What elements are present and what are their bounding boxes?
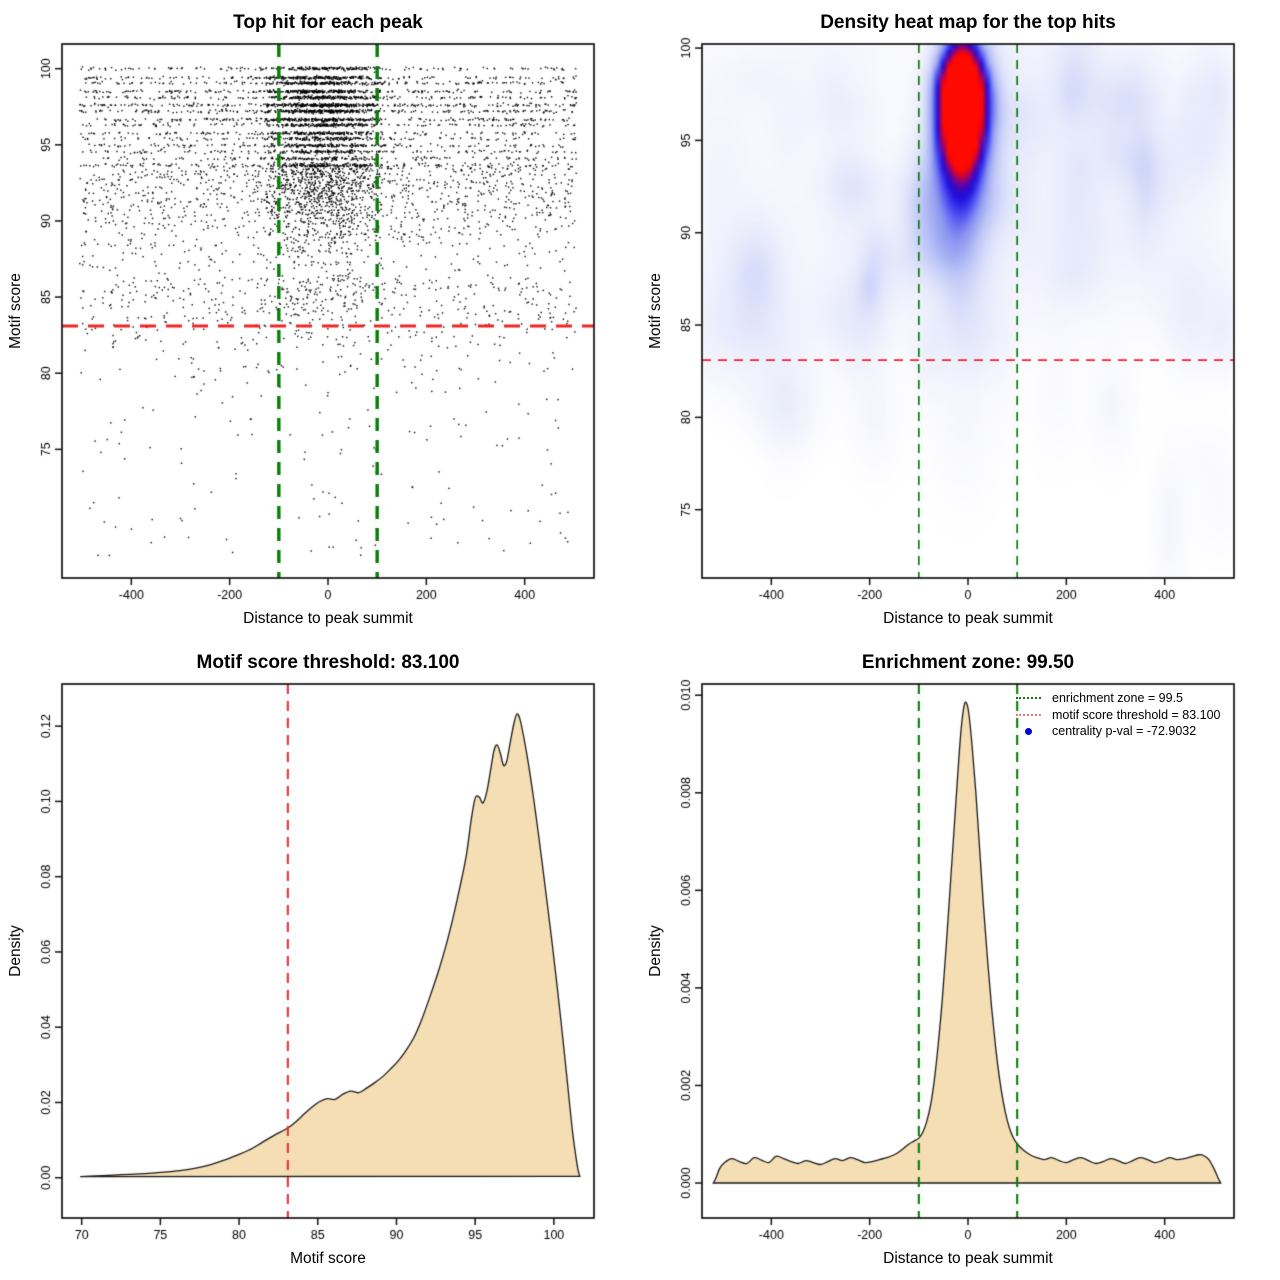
panel-score-density: Motif score threshold: 83.100 Motif scor… [0,640,640,1280]
legend-label-score-threshold: motif score threshold = 83.100 [1052,707,1221,722]
score-density-xlabel: Motif score [290,1250,366,1267]
scatter-ylabel: Motif score [7,273,24,349]
legend-item-centrality-pval: centrality p-val = -72.9032 [1016,723,1221,740]
legend-item-score-threshold: motif score threshold = 83.100 [1016,707,1221,724]
score-threshold-line-icon [1016,713,1041,716]
heatmap-xlabel: Distance to peak summit [883,610,1053,627]
enrichment-zone-line-icon [1016,697,1041,700]
scatter-xlabel: Distance to peak summit [243,610,413,627]
distance-density-xlabel: Distance to peak summit [883,1250,1053,1267]
distance-density-ylabel: Density [647,925,664,977]
score-density-ylabel: Density [7,925,24,977]
heatmap-canvas [640,0,1280,640]
legend-label-centrality-pval: centrality p-val = -72.9032 [1052,724,1197,739]
score-density-canvas [0,640,640,1280]
distance-density-title: Enrichment zone: 99.50 [861,652,1075,673]
legend-label-enrichment-zone: enrichment zone = 99.5 [1052,691,1183,706]
heatmap-title: Density heat map for the top hits [820,12,1116,33]
panel-heatmap: Density heat map for the top hits Distan… [640,0,1280,640]
distance-density-canvas [640,640,1280,1280]
centrality-pval-dot-icon [1016,727,1041,735]
score-density-title: Motif score threshold: 83.100 [196,652,460,673]
legend-item-enrichment-zone: enrichment zone = 99.5 [1016,690,1221,707]
scatter-title: Top hit for each peak [233,12,423,33]
panel-scatter: Top hit for each peak Distance to peak s… [0,0,640,640]
panel-distance-density: Enrichment zone: 99.50 Distance to peak … [640,640,1280,1280]
legend: enrichment zone = 99.5 motif score thres… [1016,690,1221,740]
heatmap-ylabel: Motif score [647,273,664,349]
scatter-plot-canvas [0,0,640,640]
